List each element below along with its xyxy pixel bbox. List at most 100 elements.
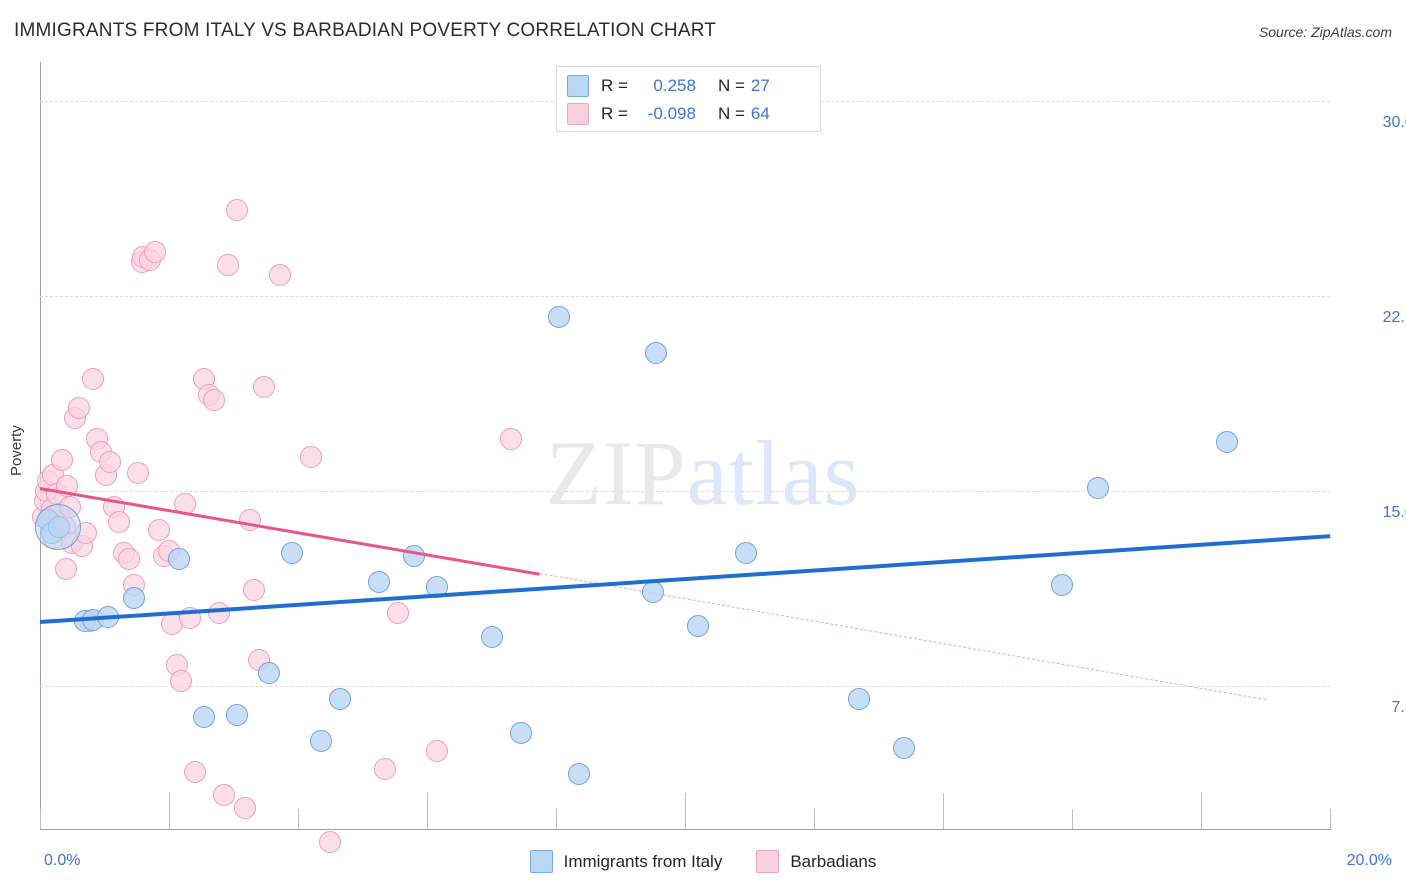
scatter-point-barbadians[interactable] (425, 740, 448, 762)
x-axis-tickmark (556, 809, 557, 829)
scatter-point-immigrants-from-italy[interactable] (548, 305, 571, 328)
scatter-point-immigrants-from-italy[interactable] (425, 576, 448, 599)
scatter-point-barbadians[interactable] (319, 831, 342, 853)
scatter-point-barbadians[interactable] (243, 578, 266, 601)
x-axis-tickmark (814, 809, 815, 829)
scatter-point-immigrants-from-italy[interactable] (1215, 430, 1238, 453)
scatter-point-barbadians[interactable] (386, 602, 409, 625)
scatter-point-immigrants-from-italy[interactable] (1086, 477, 1109, 500)
scatter-point-barbadians[interactable] (98, 451, 121, 474)
scatter-point-barbadians[interactable] (127, 461, 150, 484)
x-axis-tick-max: 20.0% (1346, 852, 1392, 869)
y-axis-tick-label: 7.5% (1391, 699, 1406, 716)
scatter-point-immigrants-from-italy[interactable] (309, 729, 332, 752)
x-axis-tickmark (1072, 809, 1073, 829)
x-axis-tickmark (1330, 809, 1331, 829)
scatter-point-barbadians[interactable] (203, 389, 226, 411)
source-label: Source: ZipAtlas.com (1258, 24, 1392, 40)
scatter-point-barbadians[interactable] (148, 519, 171, 541)
scatter-point-immigrants-from-italy[interactable] (167, 547, 190, 570)
x-axis-tickmark (685, 793, 686, 829)
y-axis-tick-label: 30.0% (1382, 114, 1406, 131)
scatter-point-immigrants-from-italy[interactable] (193, 706, 216, 729)
scatter-point-immigrants-from-italy[interactable] (641, 581, 664, 604)
scatter-point-immigrants-from-italy[interactable] (328, 688, 351, 710)
x-axis-tick-min: 0.0% (44, 852, 81, 869)
y-axis-title: Poverty (8, 424, 25, 476)
x-axis-tickmark (298, 809, 299, 829)
legend-item-immigrants-from-italy[interactable]: Immigrants from Italy (529, 850, 723, 873)
scatter-point-immigrants-from-italy[interactable] (35, 504, 82, 551)
scatter-point-barbadians[interactable] (67, 396, 90, 419)
plot-area: Poverty 30.0% 22.5% 15.0% 7.5% (8, 62, 1406, 853)
scatter-point-barbadians[interactable] (238, 508, 261, 531)
scatter-point-immigrants-from-italy[interactable] (280, 542, 303, 565)
x-axis-tickmark (427, 793, 428, 829)
stat-n-label-blue: N = (717, 76, 745, 95)
scatter-point-barbadians[interactable] (174, 493, 197, 515)
stat-r-label-pink: R = (601, 104, 628, 123)
stat-swatch-blue (567, 75, 589, 97)
scatter-point-immigrants-from-italy[interactable] (403, 545, 426, 567)
stat-n-value-blue: 27 (750, 76, 770, 95)
y-axis-tick-label: 15.0% (1382, 504, 1406, 521)
scatter-point-immigrants-from-italy[interactable] (225, 703, 248, 726)
stat-swatch-pink (567, 103, 589, 125)
y-axis-line (40, 62, 41, 829)
legend-item-barbadians[interactable]: Barbadians (756, 850, 876, 873)
scatter-point-barbadians[interactable] (268, 264, 291, 287)
scatter-point-immigrants-from-italy[interactable] (1051, 573, 1074, 596)
stat-r-value-pink: -0.098 (647, 104, 696, 123)
scatter-point-immigrants-from-italy[interactable] (96, 606, 119, 629)
scatter-point-immigrants-from-italy[interactable] (686, 615, 709, 638)
scatter-point-barbadians[interactable] (143, 240, 166, 263)
scatter-point-barbadians[interactable] (50, 448, 73, 471)
scatter-point-barbadians[interactable] (118, 547, 140, 570)
stat-row-pink: R = -0.098 N = 64 (567, 100, 810, 128)
chart-legend: Immigrants from Italy Barbadians (0, 850, 1406, 873)
scatter-point-barbadians[interactable] (212, 784, 235, 807)
correlation-stats-box: R = 0.258 N = 27 R = -0.098 N = 64 (556, 66, 821, 132)
scatter-point-barbadians[interactable] (183, 760, 206, 783)
x-axis-tickmark (1201, 793, 1202, 829)
scatter-point-barbadians[interactable] (178, 607, 201, 630)
x-axis-tickmark (169, 793, 170, 829)
scatter-point-barbadians[interactable] (81, 368, 104, 391)
scatter-point-immigrants-from-italy[interactable] (735, 542, 758, 565)
scatter-point-barbadians[interactable] (499, 428, 522, 450)
scatter-point-barbadians[interactable] (374, 758, 397, 781)
legend-swatch-pink (756, 850, 780, 873)
x-axis-tickmark (40, 809, 41, 829)
stat-r-label-blue: R = (601, 76, 628, 95)
scatter-point-barbadians[interactable] (225, 199, 248, 222)
gridline (40, 491, 1330, 492)
scatter-point-barbadians[interactable] (54, 558, 77, 580)
stat-n-label-pink: N = (717, 104, 745, 123)
x-axis-line (40, 829, 1331, 830)
scatter-point-barbadians[interactable] (217, 253, 240, 276)
legend-label-pink: Barbadians (790, 851, 877, 871)
gridline (40, 296, 1330, 297)
scatter-point-barbadians[interactable] (107, 511, 130, 534)
scatter-point-immigrants-from-italy[interactable] (257, 662, 280, 684)
scatter-point-immigrants-from-italy[interactable] (848, 688, 871, 710)
scatter-point-immigrants-from-italy[interactable] (893, 737, 916, 760)
scatter-point-barbadians[interactable] (299, 446, 322, 469)
scatter-point-immigrants-from-italy[interactable] (367, 571, 390, 593)
x-axis-tickmark (943, 793, 944, 829)
page-title: IMMIGRANTS FROM ITALY VS BARBADIAN POVER… (14, 20, 717, 41)
scatter-point-immigrants-from-italy[interactable] (567, 763, 590, 786)
scatter-point-barbadians[interactable] (234, 797, 257, 820)
scatter-point-barbadians[interactable] (253, 376, 276, 398)
blue-trendline (39, 533, 1331, 624)
scatter-point-barbadians[interactable] (169, 669, 192, 692)
scatter-point-barbadians[interactable] (208, 602, 231, 625)
scatter-point-immigrants-from-italy[interactable] (509, 721, 532, 744)
legend-label-blue: Immigrants from Italy (563, 851, 723, 871)
legend-swatch-blue (529, 850, 553, 873)
scatter-point-immigrants-from-italy[interactable] (480, 625, 503, 648)
stat-r-value-blue: 0.258 (653, 76, 696, 95)
scatter-point-immigrants-from-italy[interactable] (644, 342, 667, 365)
scatter-point-immigrants-from-italy[interactable] (122, 586, 145, 609)
